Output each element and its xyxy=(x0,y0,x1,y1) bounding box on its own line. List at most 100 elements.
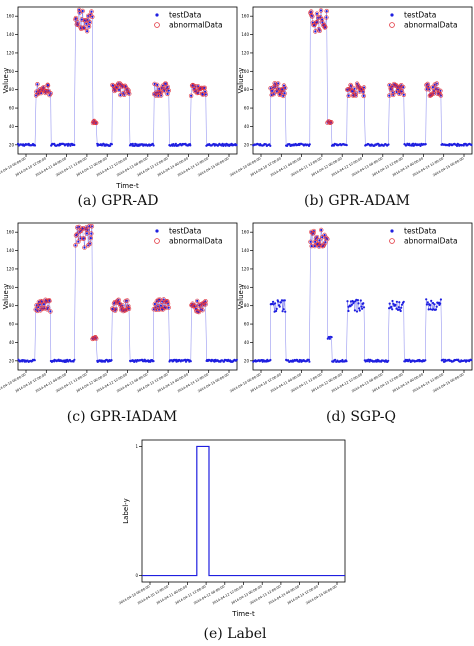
data-point xyxy=(388,302,391,305)
abnormal-marker xyxy=(317,238,322,243)
data-point xyxy=(399,309,402,313)
abnormal-marker xyxy=(358,87,363,92)
abnormal-marker xyxy=(348,84,354,89)
data-point xyxy=(172,143,175,146)
abnormal-marker xyxy=(202,89,208,94)
data-point xyxy=(235,358,238,361)
data-point xyxy=(353,309,356,312)
abnormal-marker xyxy=(87,20,93,25)
abnormal-marker xyxy=(271,91,276,97)
data-point xyxy=(281,310,284,313)
abnormal-marker xyxy=(397,91,402,97)
legend-marker-testData xyxy=(390,229,394,233)
series-line xyxy=(18,226,237,363)
data-point xyxy=(269,144,272,147)
data-point xyxy=(72,360,75,363)
abnormal-marker xyxy=(118,303,123,309)
caption-a: (a) GPR-AD xyxy=(77,193,159,209)
y-tick-label: 160 xyxy=(6,230,14,235)
data-point xyxy=(46,84,50,87)
data-point xyxy=(166,92,169,95)
data-point xyxy=(69,144,72,147)
abnormal-marker xyxy=(317,28,322,33)
data-point xyxy=(362,302,365,305)
x-axis-label: Time-t xyxy=(231,610,255,618)
abnormal-marker xyxy=(352,86,357,91)
legend-marker-testData xyxy=(155,13,159,17)
data-point xyxy=(86,30,89,33)
abnormal-marker xyxy=(126,306,132,312)
abnormal-marker xyxy=(399,89,405,94)
abnormal-marker xyxy=(269,92,274,98)
abnormal-marker xyxy=(203,92,209,97)
data-point xyxy=(282,308,285,311)
abnormal-marker xyxy=(316,15,321,21)
y-tick-label: 140 xyxy=(241,32,249,37)
data-point xyxy=(439,302,442,305)
abnormal-marker xyxy=(345,87,351,92)
abnormal-marker xyxy=(195,83,201,89)
abnormal-marker xyxy=(275,81,281,86)
series-testData xyxy=(252,9,473,147)
abnormal-marker xyxy=(47,298,52,304)
legend-marker-abnormalData xyxy=(389,238,395,244)
data-point xyxy=(310,245,313,248)
data-point xyxy=(87,25,91,28)
data-point xyxy=(66,144,69,147)
y-tick-label: 80 xyxy=(9,87,15,92)
abnormal-marker xyxy=(120,83,126,89)
abnormal-marker xyxy=(199,85,204,91)
data-point xyxy=(184,358,187,361)
data-point xyxy=(221,142,224,145)
data-point xyxy=(308,143,311,146)
abnormal-marker xyxy=(327,119,332,124)
data-point xyxy=(275,307,278,310)
data-point xyxy=(152,144,155,147)
data-point xyxy=(100,144,104,147)
y-tick-label: 60 xyxy=(9,106,15,111)
y-axis-label: Value-y xyxy=(2,68,10,94)
data-point xyxy=(110,359,113,362)
data-point xyxy=(394,303,397,306)
data-point xyxy=(358,309,361,312)
abnormal-marker xyxy=(86,24,92,29)
data-point xyxy=(353,87,356,90)
series-testData xyxy=(252,228,473,363)
abnormal-marker xyxy=(392,83,398,88)
abnormal-marker xyxy=(93,120,99,126)
data-point xyxy=(412,142,415,145)
abnormal-marker xyxy=(201,302,206,308)
y-tick-label: 60 xyxy=(244,322,250,327)
abnormal-marker xyxy=(191,83,196,88)
data-point xyxy=(392,302,395,305)
y-tick-label: 100 xyxy=(241,285,249,290)
abnormal-marker xyxy=(314,11,320,16)
abnormal-marker xyxy=(273,82,278,87)
data-point xyxy=(427,308,430,311)
abnormal-marker xyxy=(126,88,131,93)
abnormal-marker xyxy=(200,92,206,97)
data-point xyxy=(387,359,390,362)
data-point xyxy=(307,358,310,361)
y-tick-label: 140 xyxy=(6,32,14,37)
data-point xyxy=(279,301,282,304)
data-point xyxy=(151,142,154,145)
data-point xyxy=(320,228,323,232)
abnormal-marker xyxy=(152,81,157,87)
abnormal-marker xyxy=(85,227,90,233)
y-tick-label: 80 xyxy=(244,87,250,92)
data-point xyxy=(387,143,390,146)
data-point xyxy=(439,298,442,301)
abnormal-marker xyxy=(387,82,392,88)
data-point xyxy=(33,144,37,147)
data-point xyxy=(109,144,112,147)
y-axis-label: Value-y xyxy=(237,284,245,310)
abnormal-marker xyxy=(315,19,320,25)
abnormal-marker xyxy=(36,299,42,305)
abnormal-marker xyxy=(153,305,158,310)
abnormal-marker xyxy=(195,298,200,304)
abnormal-marker xyxy=(87,223,92,229)
